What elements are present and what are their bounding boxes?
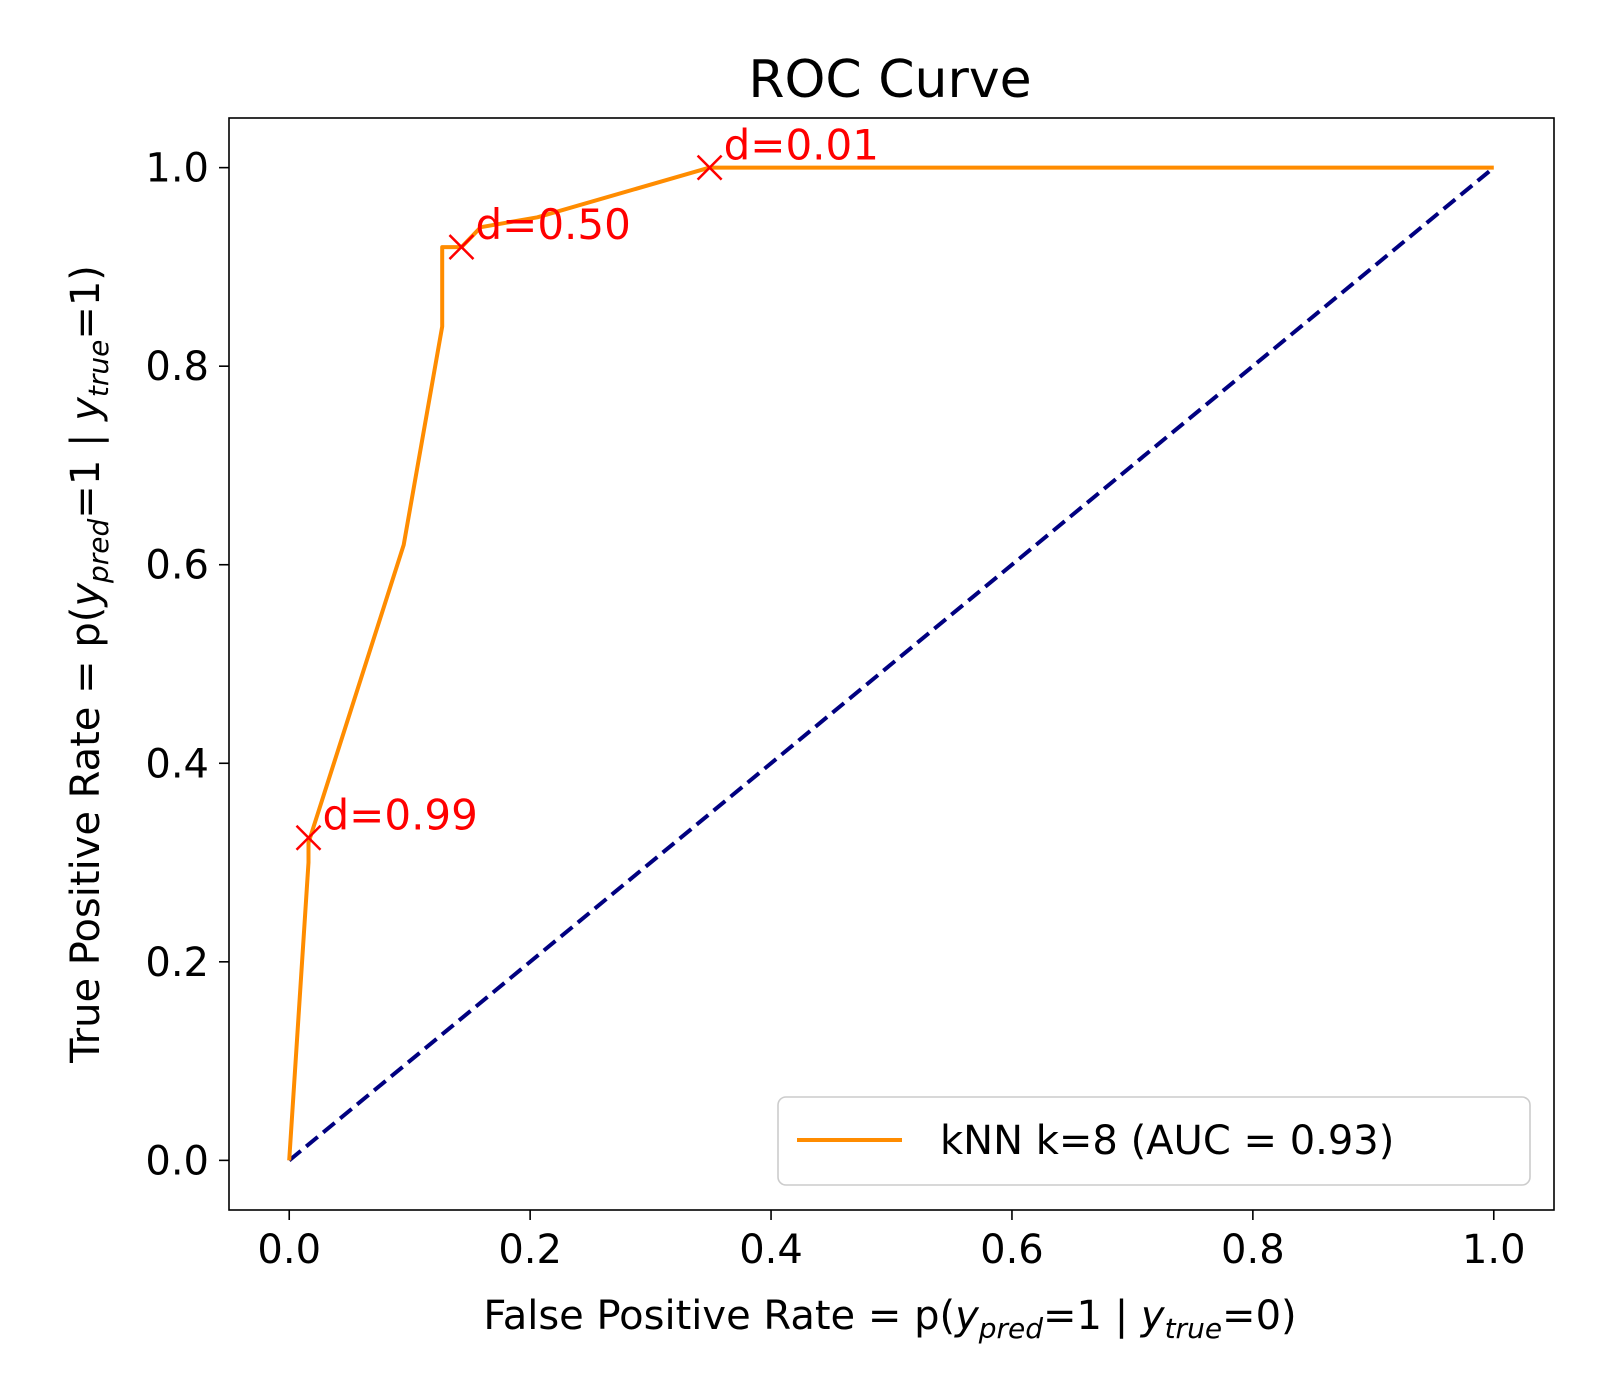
y-tick-label: 0.2 — [145, 940, 209, 986]
x-axis-label: False Positive Rate = p(ypred=1 | ytrue=… — [483, 1293, 1296, 1345]
legend-label: kNN k=8 (AUC = 0.93) — [940, 1118, 1394, 1164]
y-tick-label: 1.0 — [145, 146, 209, 192]
y-tick-label: 0.6 — [145, 543, 209, 589]
x-marker-stroke — [295, 824, 322, 851]
x-tick-label: 0.4 — [739, 1227, 803, 1273]
x-tick-label: 0.0 — [257, 1227, 321, 1273]
threshold-marker-1 — [448, 234, 475, 260]
y-tick-label: 0.4 — [145, 741, 209, 787]
plot-frame — [228, 117, 1555, 1211]
chart-title: ROC Curve — [748, 50, 1031, 110]
y-axis-ticks: 0.0 0.2 0.4 0.6 0.8 1.0 — [145, 146, 229, 1184]
y-axis-label: True Positive Rate = p(ypred=1 | ytrue=1… — [63, 265, 115, 1064]
roc-curve-line — [287, 165, 1494, 1161]
legend: kNN k=8 (AUC = 0.93) — [777, 1096, 1531, 1186]
x-tick-label: 0.6 — [980, 1227, 1044, 1273]
x-marker-stroke — [448, 234, 475, 260]
x-axis-ticks: 0.0 0.2 0.4 0.6 0.8 1.0 — [257, 1210, 1526, 1273]
legend-box — [777, 1096, 1531, 1186]
threshold-label-2: d=0.01 — [724, 121, 879, 170]
threshold-marker-0 — [295, 824, 322, 851]
x-marker-stroke — [696, 154, 723, 181]
y-tick-label: 0.0 — [145, 1138, 209, 1184]
x-tick-label: 1.0 — [1462, 1227, 1526, 1273]
x-tick-label: 0.2 — [498, 1227, 562, 1273]
threshold-marker-2 — [696, 154, 723, 181]
threshold-label-1: d=0.50 — [475, 200, 630, 249]
y-tick-label: 0.8 — [145, 344, 209, 390]
threshold-label-0: d=0.99 — [323, 791, 478, 840]
plot-area: d=0.99 d=0.50 d=0.01 — [287, 121, 1496, 1162]
x-tick-label: 0.8 — [1221, 1227, 1285, 1273]
chance-diagonal-line — [287, 166, 1496, 1162]
